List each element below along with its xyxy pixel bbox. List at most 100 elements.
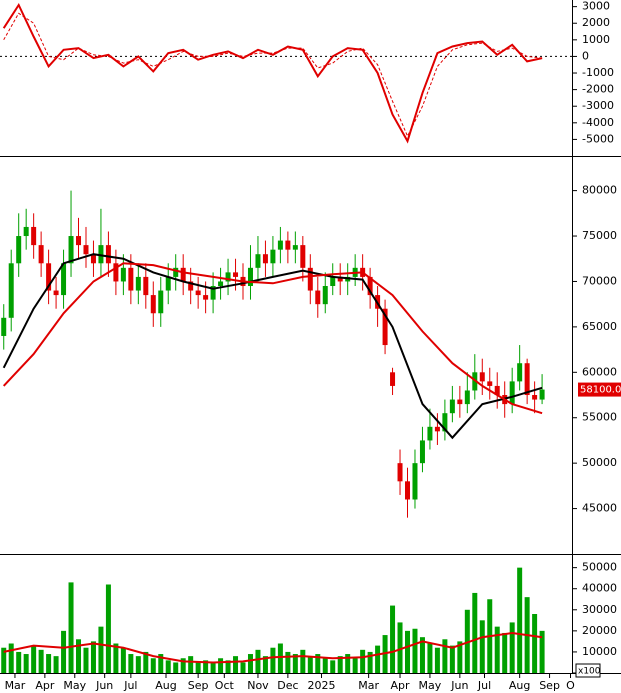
line bbox=[3, 12, 543, 138]
candle-body bbox=[412, 463, 418, 500]
volume-bar bbox=[210, 662, 216, 673]
candle-body bbox=[509, 381, 515, 405]
candle-body bbox=[16, 236, 22, 264]
y-tick-label: 75000 bbox=[582, 229, 617, 242]
volume-bar bbox=[412, 628, 418, 673]
volume-bar bbox=[390, 605, 396, 673]
volume-bar bbox=[397, 622, 403, 673]
x-tick-label: May bbox=[63, 679, 86, 692]
x-tick-label: Jun bbox=[450, 679, 468, 692]
candle-body bbox=[285, 240, 291, 250]
candle-body bbox=[322, 286, 328, 305]
volume-bar bbox=[135, 656, 141, 673]
volume-bar bbox=[532, 614, 538, 673]
volume-bar bbox=[128, 654, 134, 673]
volume-bar bbox=[105, 584, 111, 673]
plot-area bbox=[0, 2, 572, 144]
volume-bar bbox=[120, 647, 126, 673]
y-tick-label: 40000 bbox=[582, 582, 617, 595]
unit-box bbox=[575, 663, 601, 678]
volume-bar bbox=[150, 658, 156, 673]
volume-bar bbox=[240, 662, 246, 673]
y-tick-label: 55000 bbox=[582, 411, 617, 424]
candle-body bbox=[315, 290, 321, 305]
volume-bar bbox=[16, 651, 22, 673]
volume-bar bbox=[262, 656, 268, 673]
line bbox=[2, 253, 543, 440]
volume-bar bbox=[427, 643, 433, 673]
y-tick-label: 45000 bbox=[582, 502, 617, 515]
candle-body bbox=[68, 236, 74, 264]
y-tick-label: 60000 bbox=[582, 365, 617, 378]
candle-body bbox=[188, 281, 194, 291]
x-tick-label: Apr bbox=[391, 679, 411, 692]
volume-bar bbox=[1, 647, 7, 673]
volume-bar bbox=[352, 658, 358, 673]
candle-body bbox=[83, 245, 89, 255]
x-tick-label: Nov bbox=[247, 679, 269, 692]
candle-body bbox=[128, 267, 134, 291]
candle-body bbox=[218, 281, 224, 287]
y-tick-label: -3000 bbox=[582, 99, 614, 112]
volume-bar bbox=[337, 656, 343, 673]
candle-body bbox=[427, 426, 433, 441]
volume-bar bbox=[292, 654, 298, 673]
x-tick-label: Apr bbox=[35, 679, 55, 692]
volume-bar bbox=[457, 641, 463, 673]
candle-body bbox=[247, 267, 253, 287]
candle-body bbox=[442, 413, 448, 432]
y-tick-label: 3000 bbox=[582, 0, 610, 13]
y-tick-label: 30000 bbox=[582, 603, 617, 616]
y-tick-label: 70000 bbox=[582, 274, 617, 287]
candle-body bbox=[262, 254, 268, 264]
plot-area bbox=[1, 190, 545, 518]
x-tick-label: Aug bbox=[155, 679, 176, 692]
candle-body bbox=[143, 276, 149, 296]
plot-area bbox=[1, 567, 545, 673]
volume-bar bbox=[255, 649, 261, 673]
y-tick-label: 10000 bbox=[582, 645, 617, 658]
candle-body bbox=[255, 254, 261, 268]
volume-bar bbox=[479, 620, 485, 673]
line bbox=[2, 262, 543, 415]
volume-bar bbox=[61, 630, 67, 673]
x-tick-label: 2025 bbox=[308, 679, 336, 692]
volume-bar bbox=[90, 641, 96, 673]
candle-body bbox=[457, 399, 463, 405]
volume-bar bbox=[113, 643, 119, 673]
candle-body bbox=[165, 276, 171, 291]
volume-bar bbox=[8, 643, 14, 673]
candle-body bbox=[539, 389, 545, 400]
volume-bar bbox=[218, 658, 224, 673]
candle-body bbox=[337, 276, 343, 282]
y-tick-label: -4000 bbox=[582, 116, 614, 129]
volume-bar bbox=[517, 567, 523, 673]
volume-bar bbox=[143, 651, 149, 673]
candle-body bbox=[150, 295, 156, 314]
candle-body bbox=[517, 363, 523, 382]
volume-bar bbox=[247, 654, 253, 673]
volume-bar bbox=[195, 662, 201, 673]
x-tick-label: O bbox=[566, 679, 575, 692]
volume-bar bbox=[38, 649, 44, 673]
candle-body bbox=[31, 226, 37, 246]
candle-body bbox=[158, 290, 164, 314]
volume-bar bbox=[442, 639, 448, 673]
y-tick-label: 50000 bbox=[582, 456, 617, 469]
candle-body bbox=[8, 263, 14, 318]
candle-body bbox=[38, 245, 44, 264]
volume-bar bbox=[233, 656, 239, 673]
candle-body bbox=[210, 286, 216, 300]
candle-body bbox=[487, 381, 493, 386]
candle-body bbox=[90, 254, 96, 264]
candle-body bbox=[479, 372, 485, 382]
candle-body bbox=[1, 317, 7, 336]
candle-body bbox=[135, 276, 141, 291]
candle-body bbox=[405, 481, 411, 500]
candle-body bbox=[61, 263, 67, 296]
volume-bar bbox=[494, 626, 500, 673]
volume-bar bbox=[53, 656, 59, 673]
x-tick-label: Mar bbox=[5, 679, 26, 692]
candle-body bbox=[307, 267, 313, 291]
y-tick-label: 80000 bbox=[582, 184, 617, 197]
